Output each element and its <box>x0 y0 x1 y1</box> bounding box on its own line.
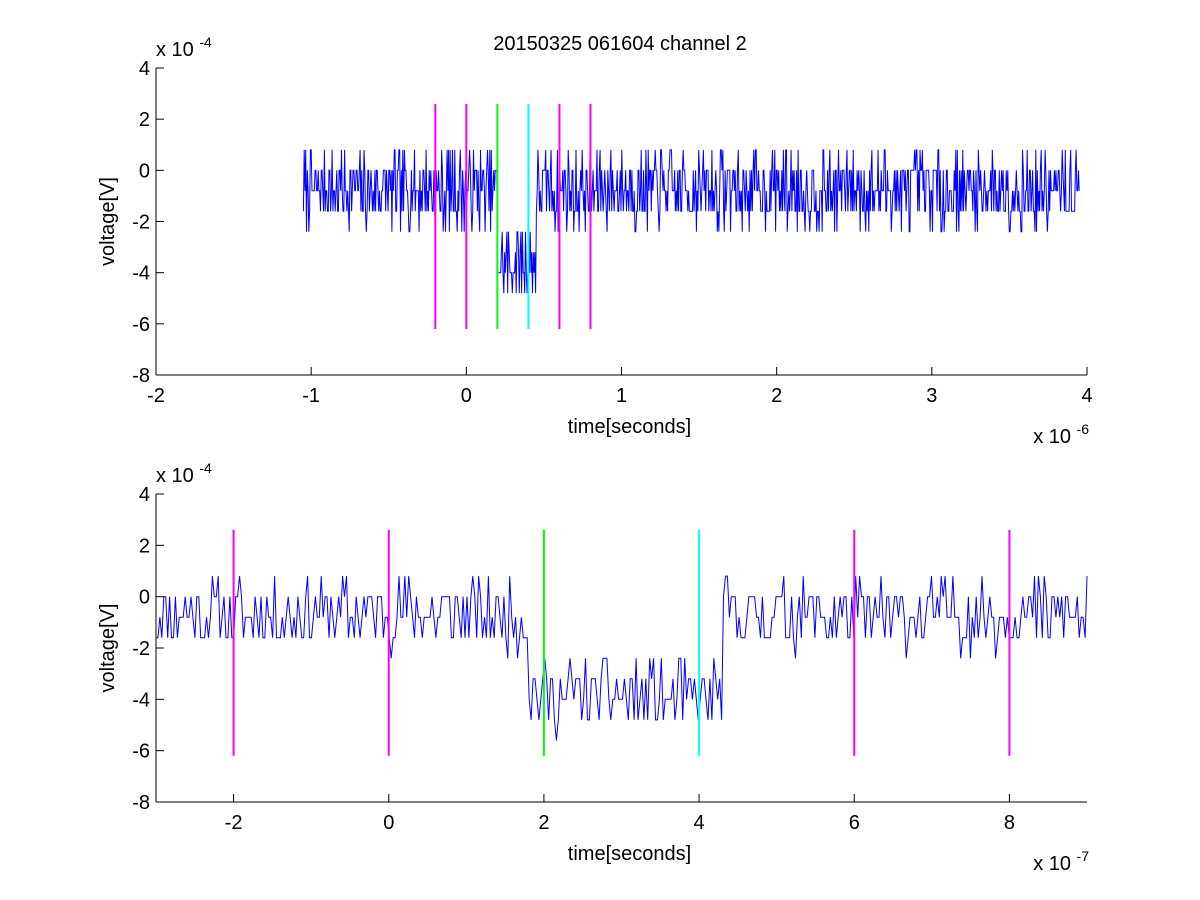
y-tick-label: -6 <box>132 314 150 336</box>
y-tick-label: -2 <box>132 212 150 234</box>
y-tick-label: 2 <box>139 109 150 131</box>
x-tick-label: 8 <box>1004 812 1015 834</box>
x-tick-label: 3 <box>926 385 937 407</box>
y-tick-label: -4 <box>132 263 150 285</box>
x-tick-label: 1 <box>616 385 627 407</box>
figure-title: 20150325 061604 channel 2 <box>493 33 747 55</box>
top-plot: -2 -1 0 1 2 3 4 -8 -6 -4 -2 0 2 4 time[seconds] voltage… <box>97 34 1093 448</box>
signal-trace-0 <box>156 575 1088 741</box>
y-tick-label: -8 <box>132 792 150 814</box>
y-tick-label: 2 <box>139 535 150 557</box>
x-tick-label: 4 <box>1081 385 1092 407</box>
x-tick-label: 0 <box>461 385 472 407</box>
y-tick-label: 0 <box>139 587 150 609</box>
x-tick-label: 2 <box>538 812 549 834</box>
x-tick-label: 2 <box>771 385 782 407</box>
x-tick-label: 6 <box>849 812 860 834</box>
y-tick-label: -8 <box>132 365 150 387</box>
y-tick-label: -6 <box>132 741 150 763</box>
x-tick-label: 0 <box>383 812 394 834</box>
x-tick-label: 4 <box>694 812 705 834</box>
x-tick-label: -1 <box>302 385 320 407</box>
y-tick-label: -4 <box>132 689 150 711</box>
y-tick-label: 4 <box>139 58 150 80</box>
y-axis-label: voltage[V] <box>97 177 119 266</box>
x-tick-label: -2 <box>147 385 165 407</box>
x-axis-label: time[seconds] <box>568 416 691 438</box>
signal-trace-0 <box>302 149 1080 294</box>
y-tick-label: 4 <box>139 484 150 506</box>
y-tick-label: -2 <box>132 638 150 660</box>
x-tick-label: -2 <box>225 812 243 834</box>
y-axis-label: voltage[V] <box>97 604 119 693</box>
y-tick-label: 0 <box>139 160 150 182</box>
x-axis-label: time[seconds] <box>568 843 691 865</box>
